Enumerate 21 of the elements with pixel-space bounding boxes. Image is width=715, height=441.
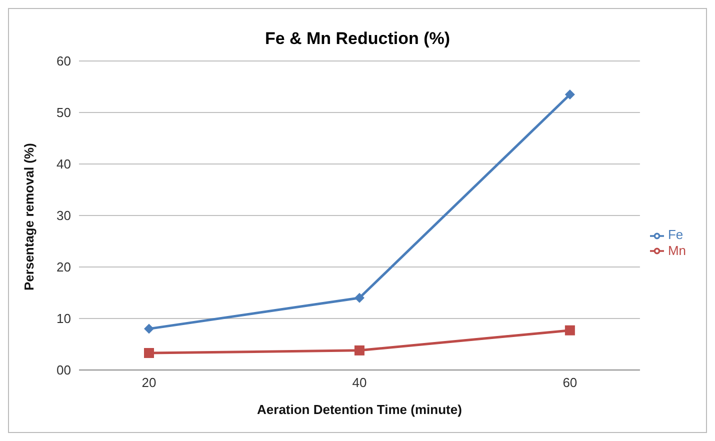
x-axis-title: Aeration Detention Time (minute) [257,402,462,417]
y-tick-label: 00 [56,362,71,378]
point [354,345,364,356]
y-tick-label: 10 [56,311,71,326]
y-tick-label: 20 [56,260,71,275]
legend-label: Mn [668,242,686,258]
chart-title: Fe & Mn Reduction (%) [264,29,452,50]
x-tick-label: 40 [352,375,367,390]
point [144,324,154,334]
y-tick-label: 50 [56,105,71,120]
x-tick-label: 20 [142,375,156,390]
point [354,292,364,303]
y-axis-title: Persentage removal (%) [22,143,37,290]
point [144,348,154,358]
y-tick-label: 60 [56,54,71,69]
point [564,325,575,336]
y-tick-label: 30 [56,208,71,224]
point [564,89,575,100]
x-tick-label: 60 [562,375,578,390]
y-tick-label: 40 [56,156,71,172]
legend-label: Fe [668,226,684,242]
